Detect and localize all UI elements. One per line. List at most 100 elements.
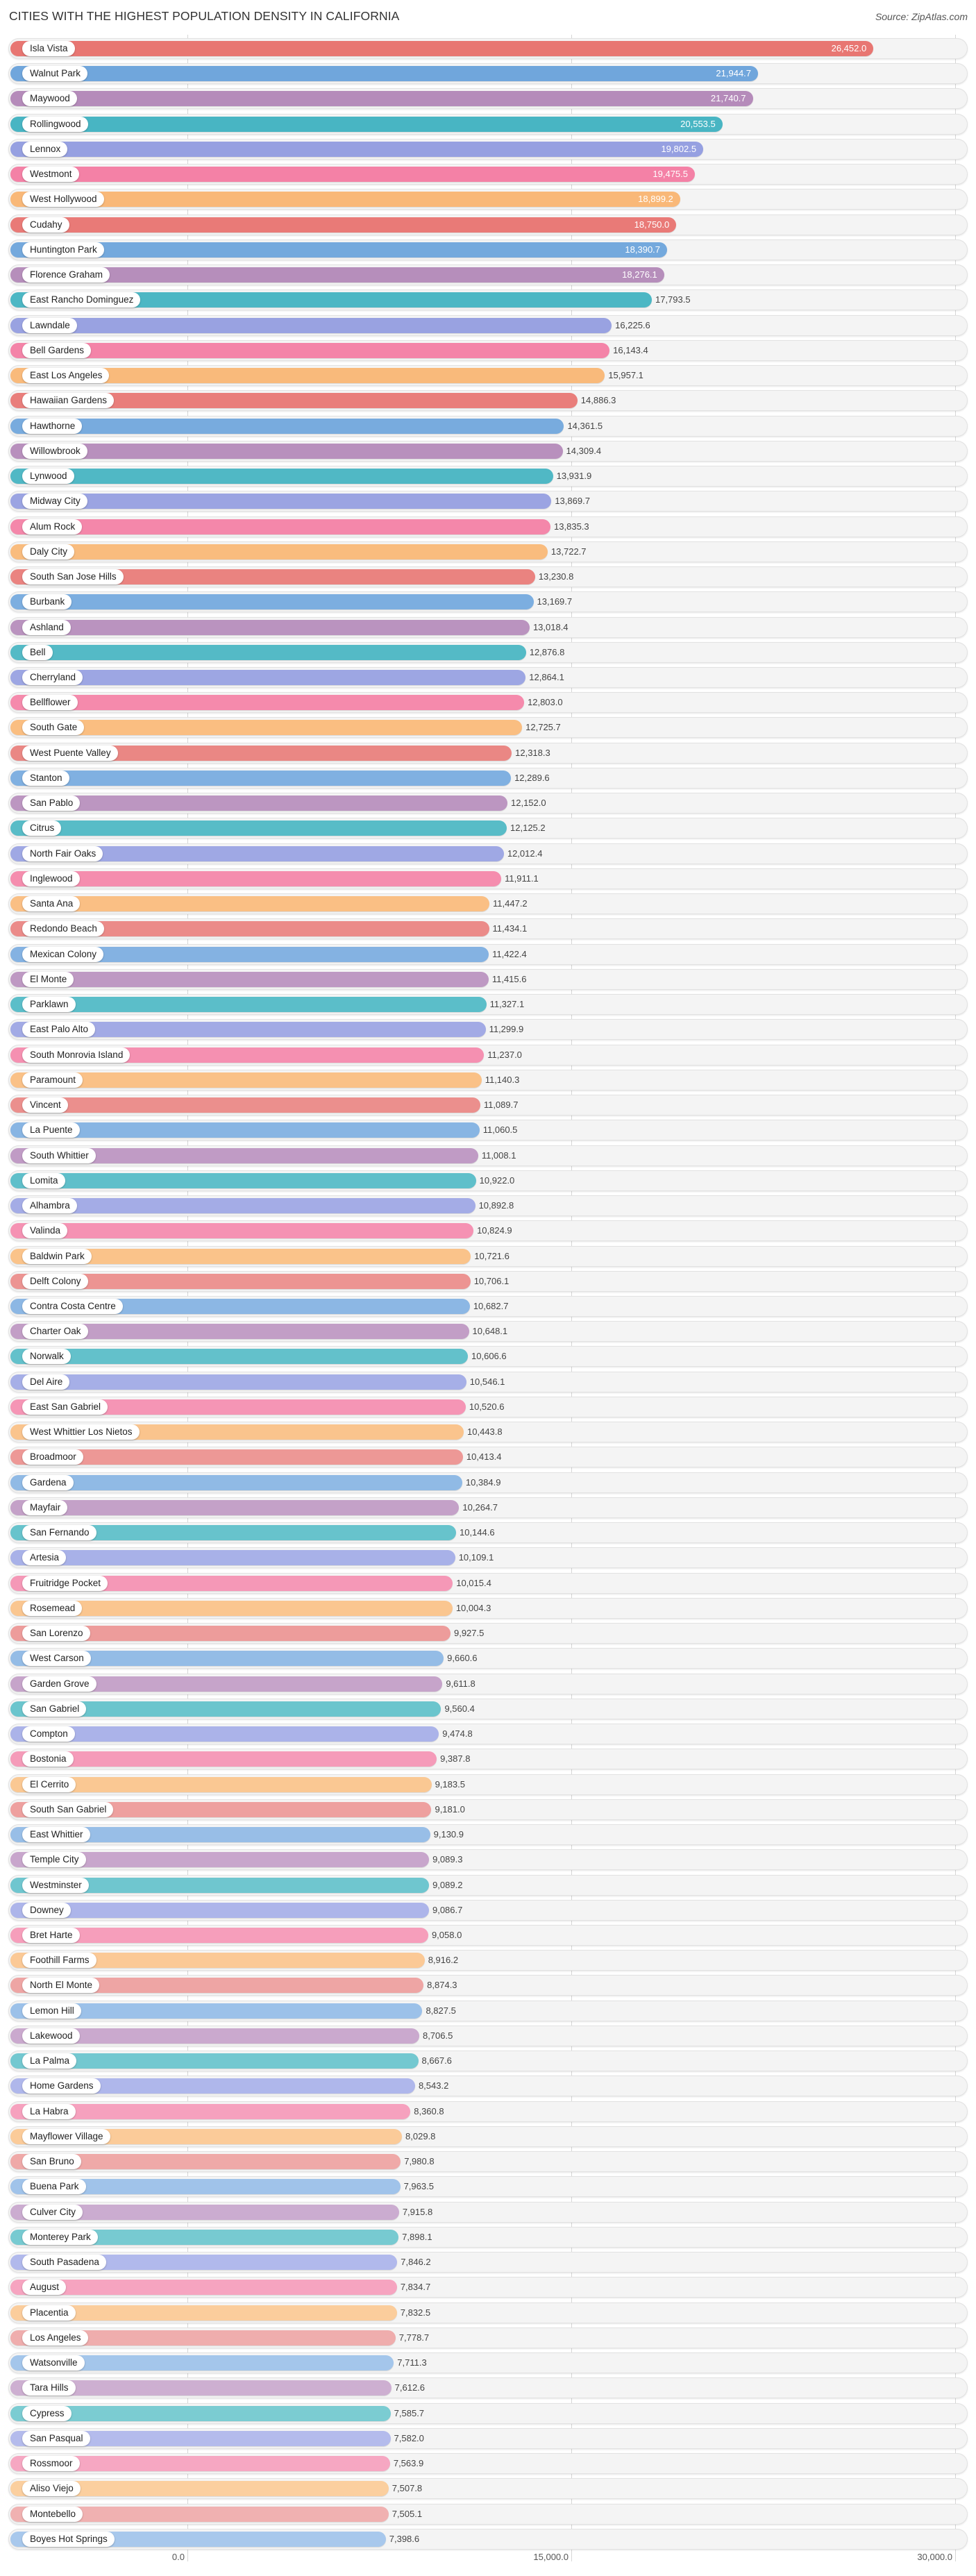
bar[interactable] [10, 1223, 474, 1238]
bar[interactable] [10, 343, 610, 358]
bar[interactable] [10, 2380, 392, 2396]
bar[interactable] [10, 2507, 389, 2522]
bar[interactable] [10, 318, 612, 333]
bar[interactable] [10, 242, 667, 258]
bar[interactable] [10, 2280, 397, 2295]
bar[interactable] [10, 41, 874, 56]
bar[interactable] [10, 1978, 424, 1993]
bar[interactable] [10, 620, 530, 635]
bar[interactable] [10, 2255, 398, 2270]
bar[interactable] [10, 1953, 425, 1968]
bar[interactable] [10, 1097, 480, 1113]
bar[interactable] [10, 494, 552, 509]
bar[interactable] [10, 871, 502, 886]
bar[interactable] [10, 921, 489, 936]
bar[interactable] [10, 1475, 462, 1490]
bar[interactable] [10, 1122, 480, 1138]
bar[interactable] [10, 896, 490, 911]
category-label: West Puente Valley [22, 746, 118, 761]
bar[interactable] [10, 292, 652, 308]
bar[interactable] [10, 746, 512, 761]
bar[interactable] [10, 2431, 391, 2446]
bar[interactable] [10, 569, 535, 584]
bar[interactable] [10, 1374, 466, 1390]
bar[interactable] [10, 2003, 423, 2019]
bar[interactable] [10, 1022, 486, 1037]
bar[interactable] [10, 419, 564, 434]
bar[interactable] [10, 2406, 391, 2421]
bar[interactable] [10, 142, 704, 157]
bar[interactable] [10, 645, 526, 660]
bar[interactable] [10, 1852, 430, 1867]
bar[interactable] [10, 66, 759, 81]
bar[interactable] [10, 1802, 432, 1817]
bar[interactable] [10, 1726, 439, 1742]
bar[interactable] [10, 117, 723, 132]
bar[interactable] [10, 820, 507, 836]
bar[interactable] [10, 594, 534, 609]
bar[interactable] [10, 1525, 456, 1540]
bar[interactable] [10, 2456, 390, 2471]
bar[interactable] [10, 972, 489, 987]
bar[interactable] [10, 2154, 401, 2169]
bar-row: Westmont 19,475.5 [8, 164, 968, 185]
bar-row: Buena Park 7,963.5 [8, 2176, 968, 2197]
bar[interactable] [10, 695, 524, 710]
bar[interactable] [10, 519, 551, 534]
bar[interactable] [10, 1249, 471, 1264]
bar[interactable] [10, 2053, 419, 2069]
bar[interactable] [10, 947, 489, 962]
bar[interactable] [10, 1777, 432, 1792]
bar[interactable] [10, 2230, 399, 2245]
bar[interactable] [10, 1626, 451, 1641]
bar[interactable] [10, 846, 504, 861]
bar[interactable] [10, 1701, 441, 1717]
bar[interactable] [10, 469, 553, 484]
bar[interactable] [10, 1399, 466, 1415]
bar[interactable] [10, 795, 507, 811]
bar[interactable] [10, 544, 548, 559]
bar[interactable] [10, 720, 523, 735]
bar[interactable] [10, 1349, 469, 1364]
bar[interactable] [10, 1550, 455, 1565]
bar[interactable] [10, 1449, 463, 1465]
bar[interactable] [10, 2355, 394, 2371]
bar[interactable] [10, 444, 563, 459]
bar[interactable] [10, 2305, 397, 2321]
bar[interactable] [10, 771, 512, 786]
bar[interactable] [10, 393, 578, 408]
bar[interactable] [10, 2104, 411, 2119]
bar[interactable] [10, 1601, 453, 1616]
bar[interactable] [10, 91, 753, 106]
bar[interactable] [10, 1751, 437, 1767]
bar[interactable] [10, 2179, 401, 2194]
bar-row: Broadmoor 10,413.4 [8, 1447, 968, 1467]
bar[interactable] [10, 1500, 460, 1515]
bar[interactable] [10, 1928, 428, 1943]
bar[interactable] [10, 1198, 476, 1213]
bar[interactable] [10, 2481, 389, 2496]
bar[interactable] [10, 1274, 471, 1289]
bar[interactable] [10, 368, 605, 383]
bar[interactable] [10, 217, 677, 233]
bar[interactable] [10, 1903, 429, 1918]
bar[interactable] [10, 1324, 469, 1339]
bar[interactable] [10, 997, 487, 1012]
bar[interactable] [10, 267, 664, 283]
bar[interactable] [10, 1072, 482, 1088]
bar[interactable] [10, 1576, 453, 1591]
bar[interactable] [10, 2330, 396, 2346]
bar[interactable] [10, 2205, 399, 2220]
bar[interactable] [10, 192, 680, 207]
bar[interactable] [10, 1651, 444, 1666]
bar[interactable] [10, 1676, 443, 1692]
bar[interactable] [10, 1173, 476, 1188]
bar[interactable] [10, 167, 695, 182]
bar[interactable] [10, 1878, 430, 1893]
bar[interactable] [10, 2028, 419, 2044]
bar[interactable] [10, 1827, 430, 1842]
bar[interactable] [10, 1299, 470, 1314]
bar[interactable] [10, 1148, 478, 1163]
bar[interactable] [10, 670, 526, 685]
bar[interactable] [10, 2078, 415, 2094]
